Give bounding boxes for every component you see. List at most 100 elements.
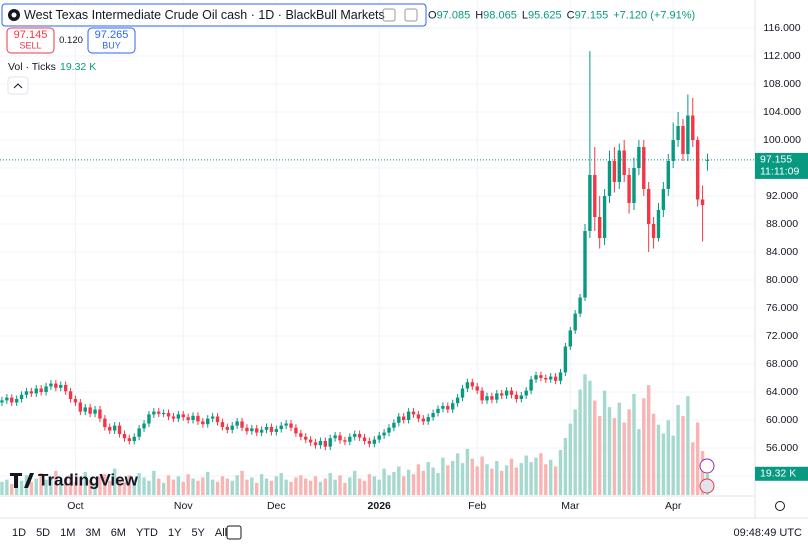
candle-body	[597, 217, 602, 238]
change: +7.120 (+7.91%)	[613, 9, 695, 21]
candle-body	[382, 432, 386, 436]
volume-bar	[294, 477, 298, 495]
y-tick-label: 108.000	[763, 78, 801, 90]
axis-settings[interactable]	[775, 501, 785, 511]
range-button[interactable]: 3M	[85, 527, 100, 539]
volume-bar	[191, 478, 195, 495]
range-button[interactable]: 1D	[12, 527, 26, 539]
candle-body	[495, 393, 499, 400]
candle-body	[402, 416, 406, 420]
volume-bar	[328, 473, 332, 495]
volume-pane	[0, 374, 710, 495]
range-button[interactable]: 6M	[111, 527, 126, 539]
volume-bar	[568, 423, 572, 495]
candles	[0, 51, 710, 451]
candle-body	[201, 421, 205, 425]
settings-button[interactable]	[382, 8, 396, 22]
volume-bar	[666, 420, 670, 495]
candle-body	[34, 388, 38, 394]
volume-bar	[230, 480, 234, 495]
range-button[interactable]: All	[215, 527, 227, 539]
y-tick-label: 68.000	[766, 358, 798, 370]
candle-body	[460, 388, 465, 398]
collapse-button[interactable]	[7, 76, 29, 95]
volume-bar	[500, 470, 504, 495]
range-button[interactable]: YTD	[136, 527, 158, 539]
candle-body	[63, 385, 68, 392]
ohlc-value: 97.085	[437, 9, 471, 21]
volume-bar	[544, 464, 548, 495]
range-button[interactable]: 5Y	[191, 527, 205, 539]
x-tick-label: Mar	[561, 500, 580, 512]
candle-body	[83, 407, 87, 412]
candle-body	[705, 159, 710, 161]
close-button[interactable]	[404, 8, 418, 22]
date-range-button[interactable]	[226, 525, 242, 540]
candle-body	[578, 297, 582, 314]
candle-body	[671, 140, 675, 161]
volume-bar	[39, 473, 43, 495]
candle-body	[196, 415, 200, 422]
title-box[interactable]	[1, 3, 427, 27]
volume-bar	[323, 478, 328, 495]
candle-body	[93, 409, 97, 414]
sell-button[interactable]	[6, 27, 55, 54]
volume-bar	[44, 479, 48, 495]
volume-bar	[357, 478, 362, 495]
candle-body	[676, 126, 680, 140]
candle-body	[568, 330, 572, 347]
volume-bar	[387, 475, 391, 495]
volume-bar	[402, 476, 406, 495]
candle-body	[323, 441, 328, 447]
volume-bar	[220, 476, 225, 495]
volume-bar	[308, 480, 313, 495]
volume-bar	[524, 455, 528, 495]
candle-body	[14, 399, 19, 403]
candle-body	[44, 386, 48, 392]
volume-bar	[397, 466, 401, 495]
chart-title: West Texas Intermediate Crude Oil cash ·…	[24, 8, 385, 22]
candle-body	[103, 418, 107, 427]
candle-body	[127, 438, 132, 441]
candle-body	[284, 423, 288, 426]
volume-bar	[465, 448, 470, 495]
volume-bar	[117, 478, 122, 495]
candle-body	[230, 425, 234, 430]
candle-body	[509, 390, 514, 395]
candle-body	[39, 388, 43, 392]
candle-body	[333, 435, 337, 439]
range-button[interactable]: 1Y	[168, 527, 182, 539]
volume-bar	[333, 479, 337, 495]
candle-body	[348, 436, 352, 442]
candle-body	[68, 391, 73, 399]
candle-body	[661, 189, 666, 210]
volume-bar	[475, 466, 479, 495]
volume-bar	[279, 473, 283, 495]
volume-bar	[470, 458, 475, 495]
candle-body	[49, 383, 53, 387]
candle-body	[485, 396, 489, 401]
event-badge[interactable]	[699, 458, 715, 474]
candle-body	[691, 115, 695, 140]
buy-button[interactable]	[87, 27, 136, 54]
volume-bar	[338, 475, 342, 495]
candle-body	[367, 441, 372, 444]
volume-title: Vol · Ticks	[8, 61, 56, 73]
volume-bar	[519, 463, 523, 495]
volume-bar	[695, 422, 700, 495]
y-tick-label: 72.000	[766, 330, 798, 342]
flag-badge[interactable]	[699, 478, 715, 494]
volume-bar	[509, 458, 514, 495]
volume-bar	[504, 465, 509, 495]
candle-body	[646, 189, 651, 224]
y-tick-label: 64.000	[766, 386, 798, 398]
candle-body	[612, 161, 617, 182]
volume-bar	[181, 481, 185, 495]
range-button[interactable]: 1M	[60, 527, 75, 539]
candle-body	[318, 441, 323, 446]
candle-body	[161, 413, 166, 414]
range-button[interactable]: 5D	[36, 527, 50, 539]
volume-bar	[142, 477, 146, 495]
candle-body	[681, 126, 685, 154]
